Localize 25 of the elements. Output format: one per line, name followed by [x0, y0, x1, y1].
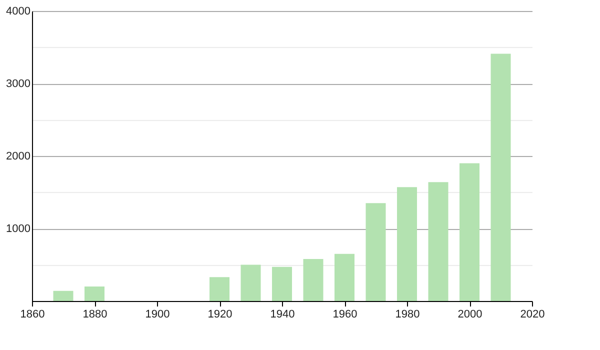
- bar: [428, 182, 448, 301]
- bar: [303, 258, 324, 301]
- x-tick-label: 1940: [270, 308, 295, 320]
- bar: [490, 54, 511, 301]
- x-tick-label: 2020: [520, 308, 545, 320]
- bar: [397, 187, 417, 301]
- bar: [334, 254, 354, 301]
- x-tick-label: 1980: [395, 308, 420, 320]
- bar: [240, 264, 261, 301]
- x-tick-label: 1900: [145, 308, 170, 320]
- x-tick-label: 1960: [332, 308, 358, 320]
- bar: [460, 163, 480, 301]
- y-tick-label: 2000: [6, 150, 30, 162]
- y-tick-label: 1000: [6, 223, 30, 235]
- x-tick-label: 1920: [208, 308, 232, 320]
- y-tick-label: 3000: [6, 78, 30, 90]
- bar: [53, 290, 74, 301]
- bar: [210, 277, 230, 301]
- x-tick-label: 1860: [20, 308, 45, 320]
- x-tick-label: 2000: [458, 308, 482, 320]
- bar: [84, 286, 104, 301]
- y-tick-label: 4000: [6, 6, 30, 18]
- bar: [272, 266, 292, 301]
- bar: [366, 203, 386, 301]
- x-tick-label: 1880: [82, 308, 108, 320]
